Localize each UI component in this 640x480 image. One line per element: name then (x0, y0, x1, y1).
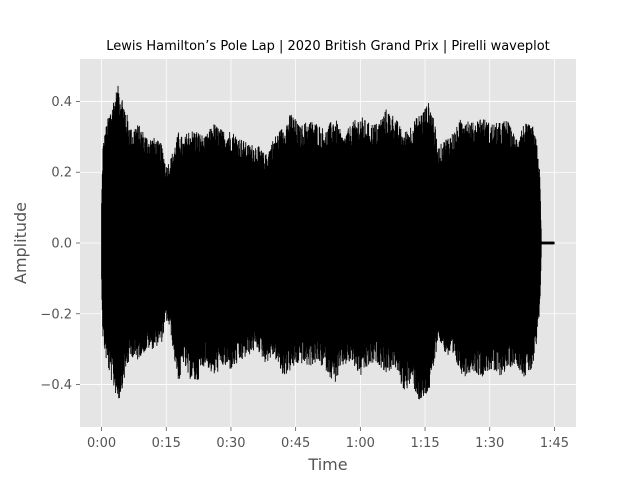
waveform-body (101, 114, 554, 376)
x-tick-label: 1:00 (346, 436, 375, 451)
x-tick-label: 1:30 (475, 436, 504, 451)
x-tick-label: 0:15 (152, 436, 181, 451)
x-axis-ticks: 0:00 0:15 0:30 0:45 1:00 1:15 1:30 1:45 (87, 427, 569, 451)
y-tick-label: 0.0 (51, 237, 72, 252)
x-tick-label: 0:30 (216, 436, 245, 451)
x-tick-label: 1:45 (540, 436, 569, 451)
y-tick-label: 0.2 (51, 166, 72, 181)
y-tick-label: −0.4 (40, 378, 72, 393)
x-axis-label: Time (307, 455, 347, 474)
y-axis-ticks: −0.4 −0.2 0.0 0.2 0.4 (40, 95, 80, 393)
waveform (101, 85, 555, 400)
y-tick-label: 0.4 (51, 95, 72, 110)
x-tick-label: 0:00 (87, 436, 116, 451)
chart-title: Lewis Hamilton’s Pole Lap | 2020 British… (106, 39, 550, 54)
y-axis-label: Amplitude (11, 202, 30, 284)
x-tick-label: 1:15 (410, 436, 439, 451)
x-tick-label: 0:45 (281, 436, 310, 451)
y-tick-label: −0.2 (40, 307, 72, 322)
